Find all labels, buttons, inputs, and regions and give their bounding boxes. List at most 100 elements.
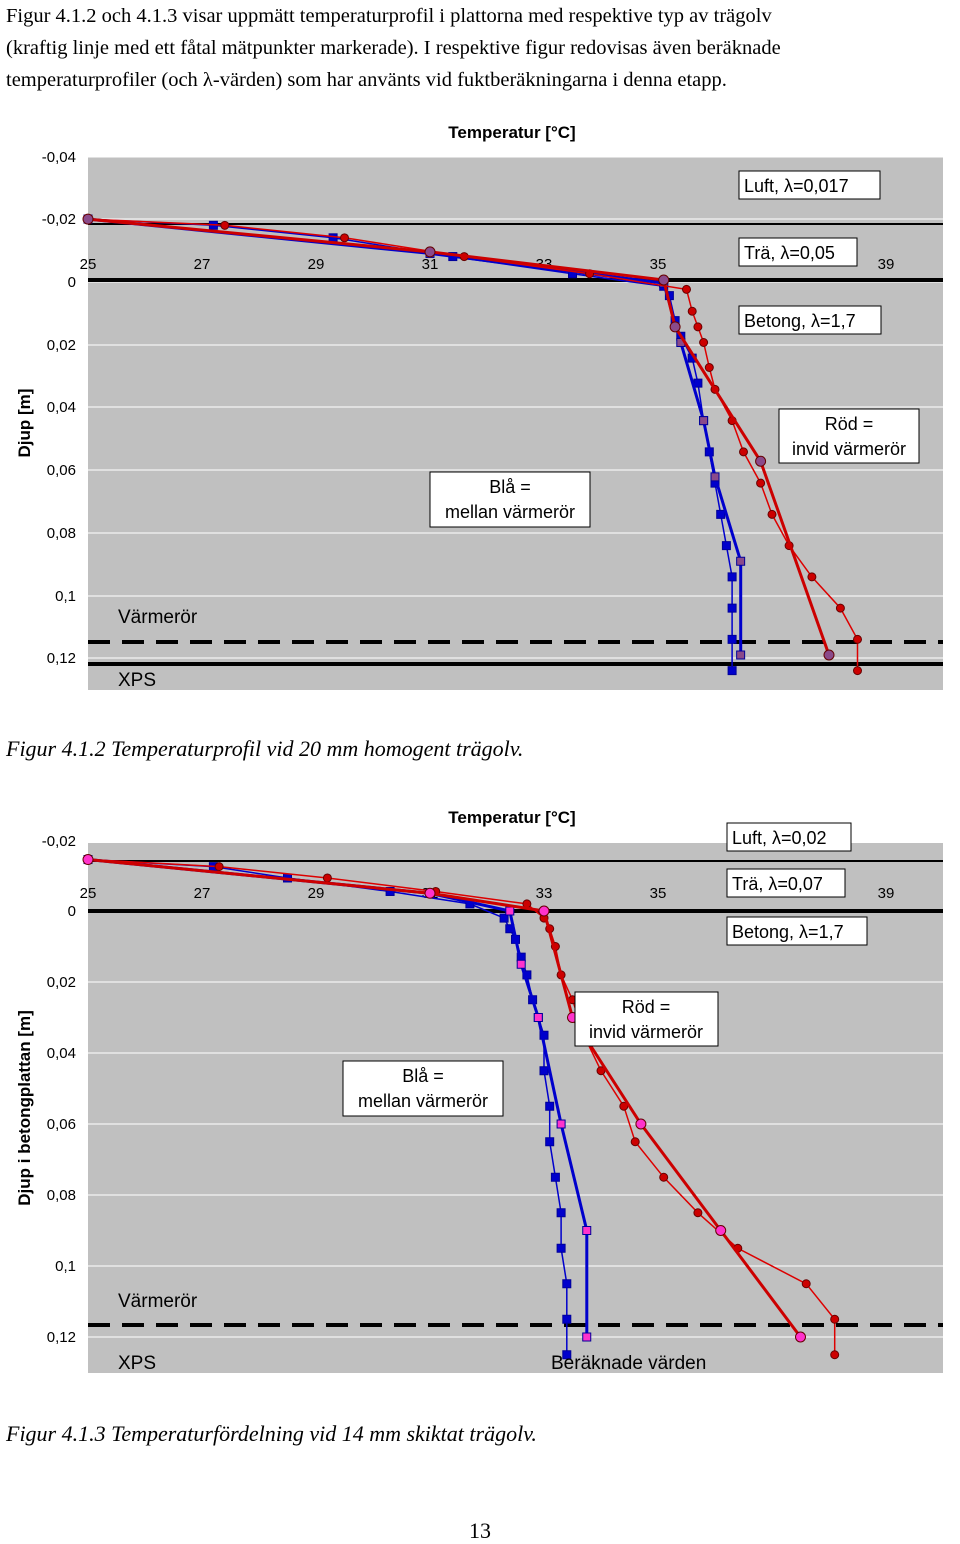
blue-measured-line bbox=[87, 217, 743, 655]
blue-calculated-point bbox=[385, 886, 395, 896]
blue-measured-point bbox=[736, 556, 746, 566]
x-tick-label: 25 bbox=[80, 256, 97, 273]
blue-calculated-point bbox=[562, 1279, 572, 1289]
red-calculated-point bbox=[835, 603, 845, 613]
red-calculated-point bbox=[630, 1137, 640, 1147]
red-calculated-point bbox=[853, 666, 862, 676]
luft-label: Luft, λ=0,02 bbox=[732, 828, 827, 848]
blue-calculated-point bbox=[727, 572, 737, 582]
varmeror-label: Värmerör bbox=[118, 1291, 198, 1312]
betong-label-box bbox=[726, 916, 868, 946]
red-calculated-point bbox=[322, 873, 332, 883]
y-tick-label: 0,06 bbox=[47, 462, 76, 479]
x-tick-label: 35 bbox=[650, 256, 667, 273]
blue-note-line-1: Blå = bbox=[402, 1066, 444, 1086]
blue-note-line-1: Blå = bbox=[489, 477, 531, 497]
y-tick-label: 0,04 bbox=[47, 399, 76, 416]
x-tick-label: 39 bbox=[878, 256, 895, 273]
red-calculated-point bbox=[699, 338, 709, 347]
y-tick-label: 0,1 bbox=[55, 588, 76, 605]
blue-calculated-point bbox=[556, 1208, 566, 1218]
red-measured-point bbox=[424, 887, 436, 899]
y-tick-labels: -0,02 0 0,02 0,04 0,06 0,08 0,1 0,12 bbox=[42, 833, 76, 1346]
red-measured-point bbox=[538, 905, 550, 917]
red-calculated-point bbox=[220, 220, 230, 230]
red-calculated-point bbox=[693, 322, 703, 332]
luft-label-box bbox=[726, 822, 852, 852]
blue-measured-point bbox=[582, 1332, 592, 1342]
x-tick-label: 31 bbox=[422, 256, 439, 273]
red-measured-point bbox=[424, 246, 436, 258]
blue-note-box bbox=[342, 1060, 504, 1117]
blue-note-box bbox=[429, 471, 591, 528]
red-measured-point bbox=[669, 321, 681, 333]
blue-calculated-point bbox=[716, 509, 726, 519]
y-tick-label: -0,02 bbox=[42, 833, 76, 850]
page-number: 13 bbox=[469, 1518, 491, 1543]
x-tick-label: 29 bbox=[308, 885, 325, 902]
red-measured-point bbox=[795, 1331, 806, 1343]
blue-calculated-point bbox=[727, 634, 737, 644]
blue-calculated-point bbox=[328, 233, 338, 243]
red-measured-point bbox=[755, 455, 767, 467]
blue-calculated-point bbox=[721, 541, 731, 551]
blue-note-line-2: mellan värmerör bbox=[358, 1091, 488, 1111]
y-tick-label: 0,04 bbox=[47, 1045, 76, 1062]
luft-label: Luft, λ=0,017 bbox=[744, 176, 849, 196]
y-tick-label: 0,06 bbox=[47, 1116, 76, 1133]
xps-label: XPS bbox=[118, 670, 156, 691]
red-measured-line bbox=[87, 217, 831, 656]
red-measured-point bbox=[82, 213, 94, 225]
blue-calculated-point bbox=[727, 603, 737, 613]
chart-title: Temperatur [°C] bbox=[448, 808, 575, 827]
x-tick-label: 35 bbox=[650, 885, 667, 902]
blue-measured-point bbox=[516, 959, 526, 969]
red-calculated-point bbox=[682, 284, 691, 294]
beraknade-varden-label: Beräknade värden bbox=[551, 1353, 706, 1374]
red-measured-point bbox=[715, 1225, 727, 1236]
varmeror-label: Värmerör bbox=[118, 607, 198, 628]
red-calculated-point bbox=[659, 1172, 669, 1182]
y-tick-label: 0 bbox=[68, 903, 76, 920]
blue-calculated-point bbox=[550, 1172, 560, 1182]
x-tick-label: 33 bbox=[536, 885, 553, 902]
blue-calculated-point bbox=[693, 378, 703, 388]
x-tick-label: 27 bbox=[194, 256, 211, 273]
blue-calculated-point bbox=[562, 1350, 572, 1360]
y-tick-label: -0,02 bbox=[42, 211, 76, 228]
intro-paragraph: Figur 4.1.2 och 4.1.3 visar uppmätt temp… bbox=[6, 0, 956, 96]
blue-measured-point bbox=[505, 906, 515, 916]
red-calculated-point bbox=[767, 509, 777, 519]
red-calculated-point bbox=[756, 478, 766, 488]
red-note-line-2: invid värmerör bbox=[589, 1022, 703, 1042]
red-measured-point bbox=[635, 1118, 647, 1130]
tra-label: Trä, λ=0,07 bbox=[732, 874, 823, 894]
red-measured-point bbox=[823, 649, 835, 661]
y-tick-label: 0,08 bbox=[47, 1187, 76, 1204]
y-axis-label: Djup i betongplattan [m] bbox=[15, 1010, 34, 1205]
blue-measured-point bbox=[533, 1013, 543, 1022]
blue-calculated-point bbox=[499, 913, 509, 923]
blue-measured-point bbox=[710, 472, 720, 482]
blue-calculated-point bbox=[545, 1137, 555, 1147]
betong-label: Betong, λ=1,7 bbox=[744, 311, 856, 331]
luft-label-box bbox=[738, 170, 881, 200]
red-calculated-point bbox=[853, 634, 862, 644]
y-tick-label: 0,02 bbox=[47, 974, 76, 991]
blue-calculated-point bbox=[556, 1243, 566, 1253]
red-note-line-1: Röd = bbox=[825, 414, 874, 434]
blue-calculated-point bbox=[545, 1101, 555, 1111]
y-tick-label: 0,1 bbox=[55, 1258, 76, 1275]
figure-4-1-2-chart: -0,04 -0,02 0 0,02 0,04 0,06 0,08 0,1 0,12 25 27 2… bbox=[15, 123, 943, 691]
xps-label: XPS bbox=[118, 1353, 156, 1374]
red-note-box bbox=[778, 408, 920, 464]
red-note-line-2: invid värmerör bbox=[792, 439, 906, 459]
betong-label-box bbox=[738, 305, 882, 335]
y-tick-labels: -0,04 -0,02 0 0,02 0,04 0,06 0,08 0,1 0,12 bbox=[42, 149, 76, 667]
figure-4-1-2-caption: Figur 4.1.2 Temperaturprofil vid 20 mm h… bbox=[6, 736, 524, 761]
y-tick-label: 0,12 bbox=[47, 650, 76, 667]
red-calculated-point bbox=[340, 233, 349, 243]
blue-measured-point bbox=[556, 1119, 566, 1129]
